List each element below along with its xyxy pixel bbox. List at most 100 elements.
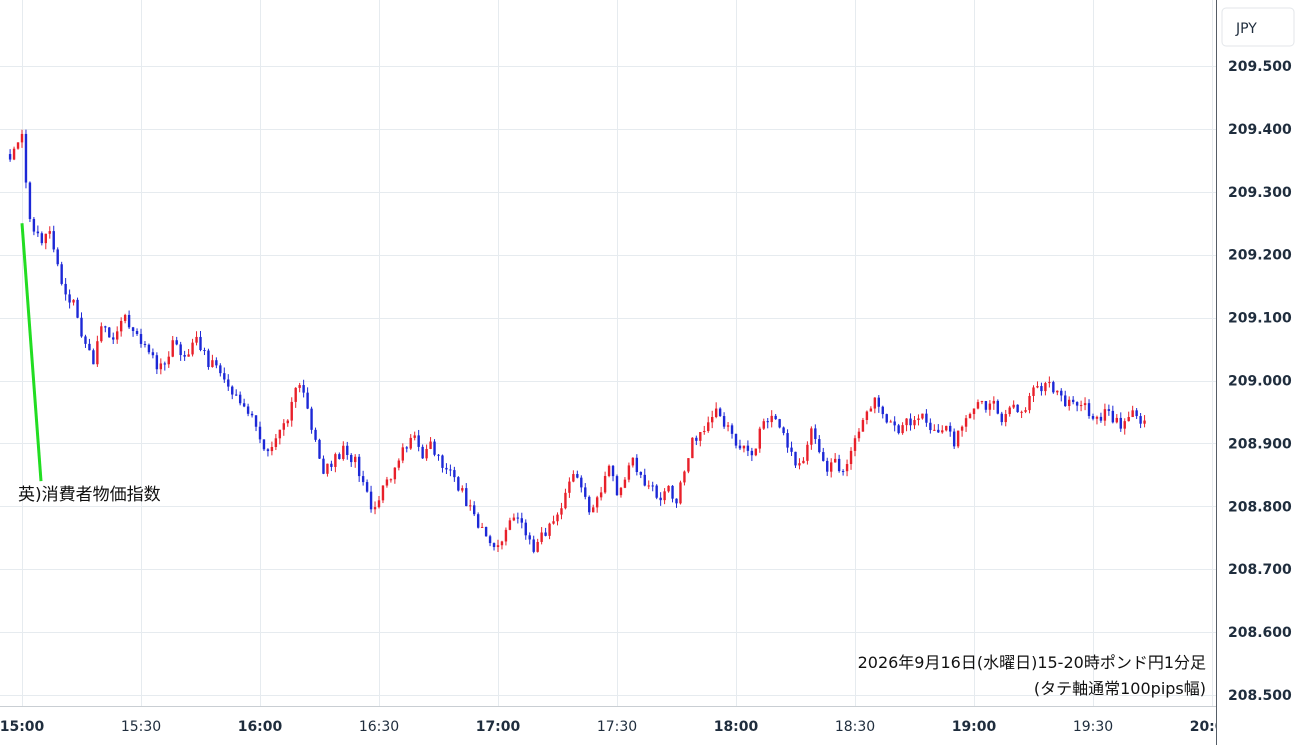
candle (929, 418, 932, 434)
candle (663, 488, 666, 505)
candle (207, 348, 210, 370)
candle (92, 348, 95, 365)
candle (1016, 404, 1019, 413)
candle (826, 457, 829, 476)
candle (833, 453, 837, 463)
candle (242, 398, 246, 408)
candle (695, 435, 698, 446)
candle (1052, 380, 1055, 394)
candle (750, 447, 754, 462)
candle (429, 437, 432, 450)
candle (155, 352, 159, 375)
candle (576, 470, 579, 479)
y-tick-label: 208.900 (1228, 436, 1292, 452)
axes (0, 0, 1217, 745)
candle (972, 408, 976, 420)
candle (560, 502, 563, 520)
candle (623, 477, 627, 489)
candle (96, 335, 99, 367)
candle (409, 434, 412, 450)
candle (1111, 405, 1115, 424)
candle (1091, 413, 1095, 421)
candle (1020, 410, 1023, 419)
candle (12, 146, 16, 161)
candle (1064, 390, 1067, 407)
candle (865, 410, 869, 425)
x-tick-label: 17:00 (476, 719, 521, 735)
candle (893, 416, 896, 432)
candle (1048, 376, 1051, 388)
x-tick-label: 15:30 (121, 719, 161, 735)
candle (917, 414, 920, 426)
candle (421, 444, 424, 459)
candle (814, 424, 817, 444)
candle (956, 430, 960, 449)
candle (116, 326, 119, 344)
candle (473, 501, 476, 517)
candle (655, 484, 658, 500)
candle (960, 425, 964, 437)
candle (552, 515, 555, 525)
candle (984, 400, 988, 413)
candle (726, 421, 730, 432)
candle (433, 439, 436, 457)
candle (508, 517, 512, 531)
candle (266, 448, 270, 457)
candle (691, 437, 694, 459)
candle (822, 447, 825, 462)
candle (1036, 381, 1039, 389)
candle (964, 415, 968, 432)
candle (1079, 400, 1083, 412)
candle (306, 387, 309, 410)
candle (365, 479, 369, 493)
candle (131, 326, 135, 337)
candle (1040, 382, 1043, 396)
candle (119, 317, 123, 337)
candle (885, 413, 888, 424)
candle (766, 417, 769, 429)
candle (588, 495, 591, 515)
candle (274, 433, 278, 451)
candle (8, 149, 12, 162)
candle (187, 349, 190, 357)
y-tick-label: 209.100 (1228, 311, 1292, 327)
currency-label-box[interactable]: JPY (1221, 7, 1295, 47)
candle (318, 438, 321, 459)
candle (163, 361, 166, 371)
candle (679, 480, 682, 505)
candle (373, 501, 377, 515)
candle (151, 348, 155, 359)
candle (1103, 403, 1107, 426)
candle (853, 435, 857, 457)
candle (330, 460, 333, 472)
candle (889, 419, 892, 423)
candle (357, 453, 361, 482)
candle (675, 498, 678, 508)
candle (238, 391, 242, 406)
candle (76, 297, 79, 319)
candle (1012, 400, 1015, 409)
x-tick-label: 19:30 (1073, 719, 1113, 735)
candle (425, 444, 428, 461)
y-axis-ticks: 209.500 209.400 209.300 209.200 209.100 209.0… (1228, 59, 1292, 704)
candle (449, 464, 452, 477)
candle (830, 458, 833, 478)
candle (1044, 381, 1047, 396)
candle (183, 350, 186, 361)
candle (405, 446, 408, 453)
candle (1004, 409, 1007, 427)
candle (203, 347, 206, 356)
candle (837, 454, 841, 473)
candle (1107, 404, 1111, 416)
candle (20, 129, 24, 148)
candle (722, 412, 726, 429)
candle (968, 412, 972, 419)
x-tick-label: 16:30 (359, 719, 399, 735)
candle (171, 335, 174, 358)
y-tick-label: 208.800 (1228, 499, 1292, 515)
candle (627, 462, 631, 483)
candle (643, 468, 646, 487)
candle (262, 439, 266, 451)
candle (88, 338, 91, 351)
annotation-line (20, 223, 43, 482)
